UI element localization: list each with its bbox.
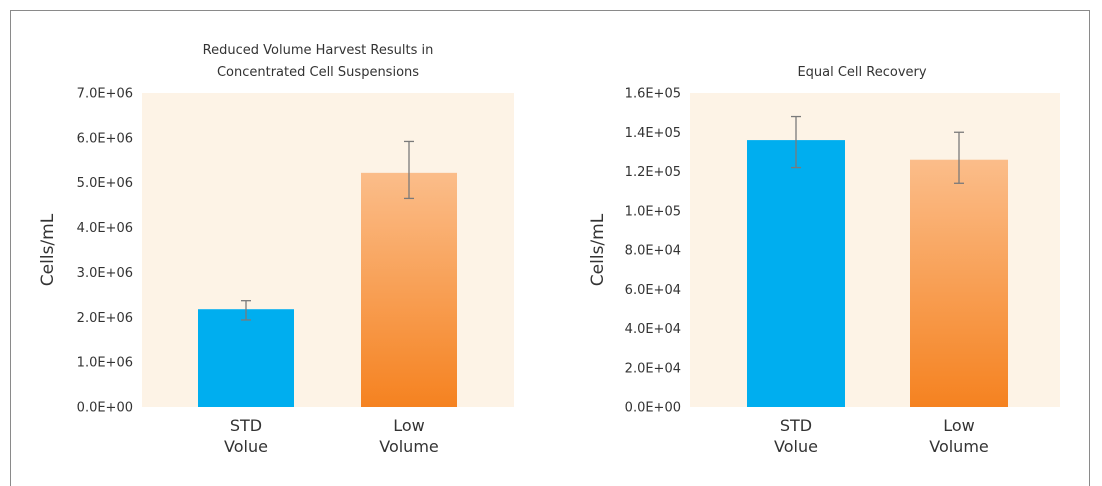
chart-1-category-label: Volume <box>379 437 439 456</box>
chart-2-bars <box>747 115 1008 407</box>
chart-2-title-line-1: Equal Cell Recovery <box>797 65 926 80</box>
chart-2: Equal Cell Recovery Cells/mL 0.0E+00 2.0E… <box>588 65 1060 456</box>
chart-1-category-label: Low <box>393 416 425 435</box>
chart-1-y-tick-label: 3.0E+06 <box>77 266 133 281</box>
chart-2-category-label: STD <box>780 416 812 435</box>
chart-2-y-tick-label: 0.0E+00 <box>625 401 681 416</box>
chart-1-bar-low-volume <box>361 172 457 407</box>
chart-1-y-tick-label: 1.0E+06 <box>77 356 133 371</box>
chart-1-title-line-2: Concentrated Cell Suspensions <box>217 65 419 80</box>
chart-2-y-tick-label: 2.0E+04 <box>625 361 681 376</box>
chart-2-category-label: Volue <box>774 437 818 456</box>
chart-2-y-axis-label: Cells/mL <box>588 213 608 286</box>
chart-1-plot-area <box>142 93 514 407</box>
chart-1-y-axis-label: Cells/mL <box>38 213 58 286</box>
chart-2-bar-std-volue <box>747 140 845 407</box>
chart-1-y-ticks: 0.0E+00 1.0E+06 2.0E+06 3.0E+06 4.0E+06 5.0E+… <box>77 87 133 416</box>
chart-1-y-tick-label: 2.0E+06 <box>77 311 133 326</box>
chart-1-bar-std-volue <box>198 309 294 407</box>
chart-2-error-bar <box>954 131 964 184</box>
chart-1-y-tick-label: 4.0E+06 <box>77 221 133 236</box>
chart-2-categories: STD Volue Low Volume <box>774 416 989 456</box>
chart-1: Reduced Volume Harvest Results in Concen… <box>38 43 514 456</box>
chart-2-y-tick-label: 1.2E+05 <box>625 165 681 180</box>
chart-1-error-bar <box>404 140 414 200</box>
chart-1-bars <box>198 140 457 407</box>
chart-2-y-tick-label: 8.0E+04 <box>625 244 681 259</box>
chart-2-y-tick-label: 1.4E+05 <box>625 126 681 141</box>
chart-2-bar-low-volume <box>910 159 1008 407</box>
chart-2-y-tick-label: 4.0E+04 <box>625 322 681 337</box>
chart-1-category-label: Volue <box>224 437 268 456</box>
chart-2-y-tick-label: 1.6E+05 <box>625 87 681 102</box>
chart-2-y-tick-label: 6.0E+04 <box>625 283 681 298</box>
chart-2-y-ticks: 0.0E+00 2.0E+04 4.0E+04 6.0E+04 8.0E+04 1.0E+… <box>625 87 681 416</box>
chart-1-y-tick-label: 0.0E+00 <box>77 401 133 416</box>
chart-2-category-label: Low <box>943 416 975 435</box>
chart-1-y-tick-label: 6.0E+06 <box>77 131 133 146</box>
chart-1-y-tick-label: 5.0E+06 <box>77 176 133 191</box>
chart-1-title-line-1: Reduced Volume Harvest Results in <box>203 43 434 58</box>
chart-1-y-tick-label: 7.0E+06 <box>77 87 133 102</box>
chart-1-error-bar <box>241 300 251 321</box>
chart-1-categories: STD Volue Low Volume <box>224 416 439 456</box>
chart-1-category-label: STD <box>230 416 262 435</box>
chart-2-error-bar <box>791 115 801 169</box>
chart-2-y-tick-label: 1.0E+05 <box>625 204 681 219</box>
chart-2-category-label: Volume <box>929 437 989 456</box>
